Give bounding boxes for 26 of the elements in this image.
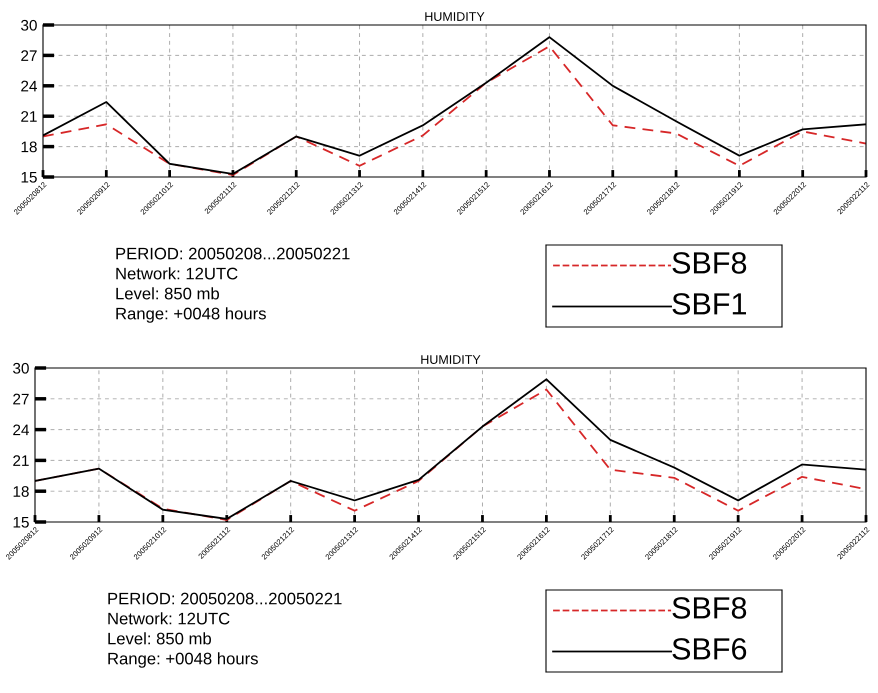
y-tick-label: 24 — [13, 424, 29, 436]
text: PERIOD: 20050208...20050221 — [116, 248, 350, 260]
legend-label: SBF6 — [672, 638, 746, 660]
y-tick-label: 27 — [13, 394, 29, 404]
legend-label: SBF1 — [672, 293, 746, 315]
text: Level: 850 mb — [108, 632, 211, 644]
y-tick-label: 30 — [21, 20, 37, 31]
legend-label: SBF8 — [672, 597, 746, 619]
y-tick-label: 30 — [13, 362, 29, 374]
y-tick-label: 24 — [21, 80, 37, 92]
y-tick-label: 15 — [14, 517, 29, 528]
chart-title: HUMIDITY — [421, 355, 480, 364]
text: Range: +0048 hours — [116, 307, 266, 323]
y-tick-label: 21 — [13, 455, 29, 466]
y-tick-label: 15 — [22, 172, 37, 183]
text: Network: 12UTC — [108, 612, 230, 624]
y-tick-label: 18 — [22, 141, 37, 152]
text: Network: 12UTC — [116, 267, 238, 280]
chart-title: HUMIDITY — [425, 12, 484, 21]
text: Level: 850 mb — [116, 287, 219, 300]
text: Range: +0048 hours — [108, 652, 258, 668]
y-tick-label: 21 — [21, 111, 37, 122]
y-tick-label: 18 — [14, 486, 29, 497]
y-tick-label: 27 — [21, 50, 37, 61]
legend-label: SBF8 — [672, 252, 746, 274]
text: PERIOD: 20050208...20050221 — [108, 592, 342, 604]
